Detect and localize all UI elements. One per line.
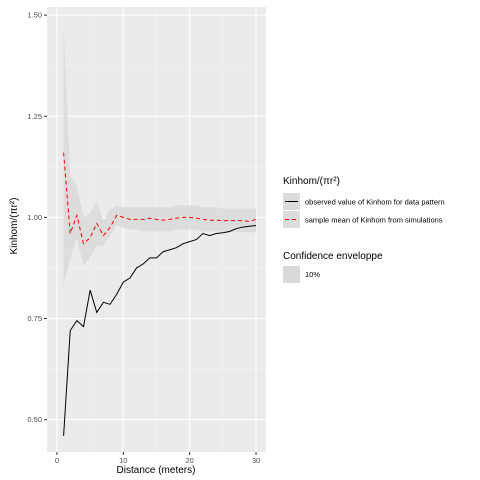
legend-label-observed: observed value of Kinhom for data patter… (305, 198, 445, 207)
y-axis-title: Kinhom/(πr²) (9, 198, 20, 255)
legend-key-envelope (283, 266, 300, 283)
legend-key-mean-band (283, 211, 300, 228)
x-tick-label: 20 (186, 456, 194, 465)
y-tick-label: 1.25 (27, 112, 42, 121)
legend-label-mean: sample mean of Kinhom from simulations (305, 216, 443, 225)
y-axis-ticks: 0.50 0.75 1.00 1.25 1.50 (27, 11, 47, 424)
observed-line (63, 224, 257, 436)
x-tick-label: 30 (252, 456, 260, 465)
legend-label-envelope: 10% (305, 270, 320, 279)
x-tick-label: 10 (119, 456, 127, 465)
y-tick-label: 1.00 (27, 213, 42, 222)
confidence-envelope-band (63, 27, 257, 287)
y-tick-label: 1.50 (27, 11, 42, 20)
simulation-mean-line (63, 152, 257, 245)
x-tick-label: 0 (55, 456, 59, 465)
legend-title: Kinhom/(πr²) (283, 176, 340, 187)
x-axis-title: Distance (meters) (117, 465, 196, 476)
envelope-legend-title: Confidence enveloppe (283, 251, 383, 262)
legend: Kinhom/(πr²) observed value of Kinhom fo… (283, 176, 445, 283)
y-tick-label: 0.50 (27, 415, 42, 424)
y-tick-label: 0.75 (27, 314, 42, 323)
x-axis-ticks: 0 10 20 30 (55, 452, 260, 465)
